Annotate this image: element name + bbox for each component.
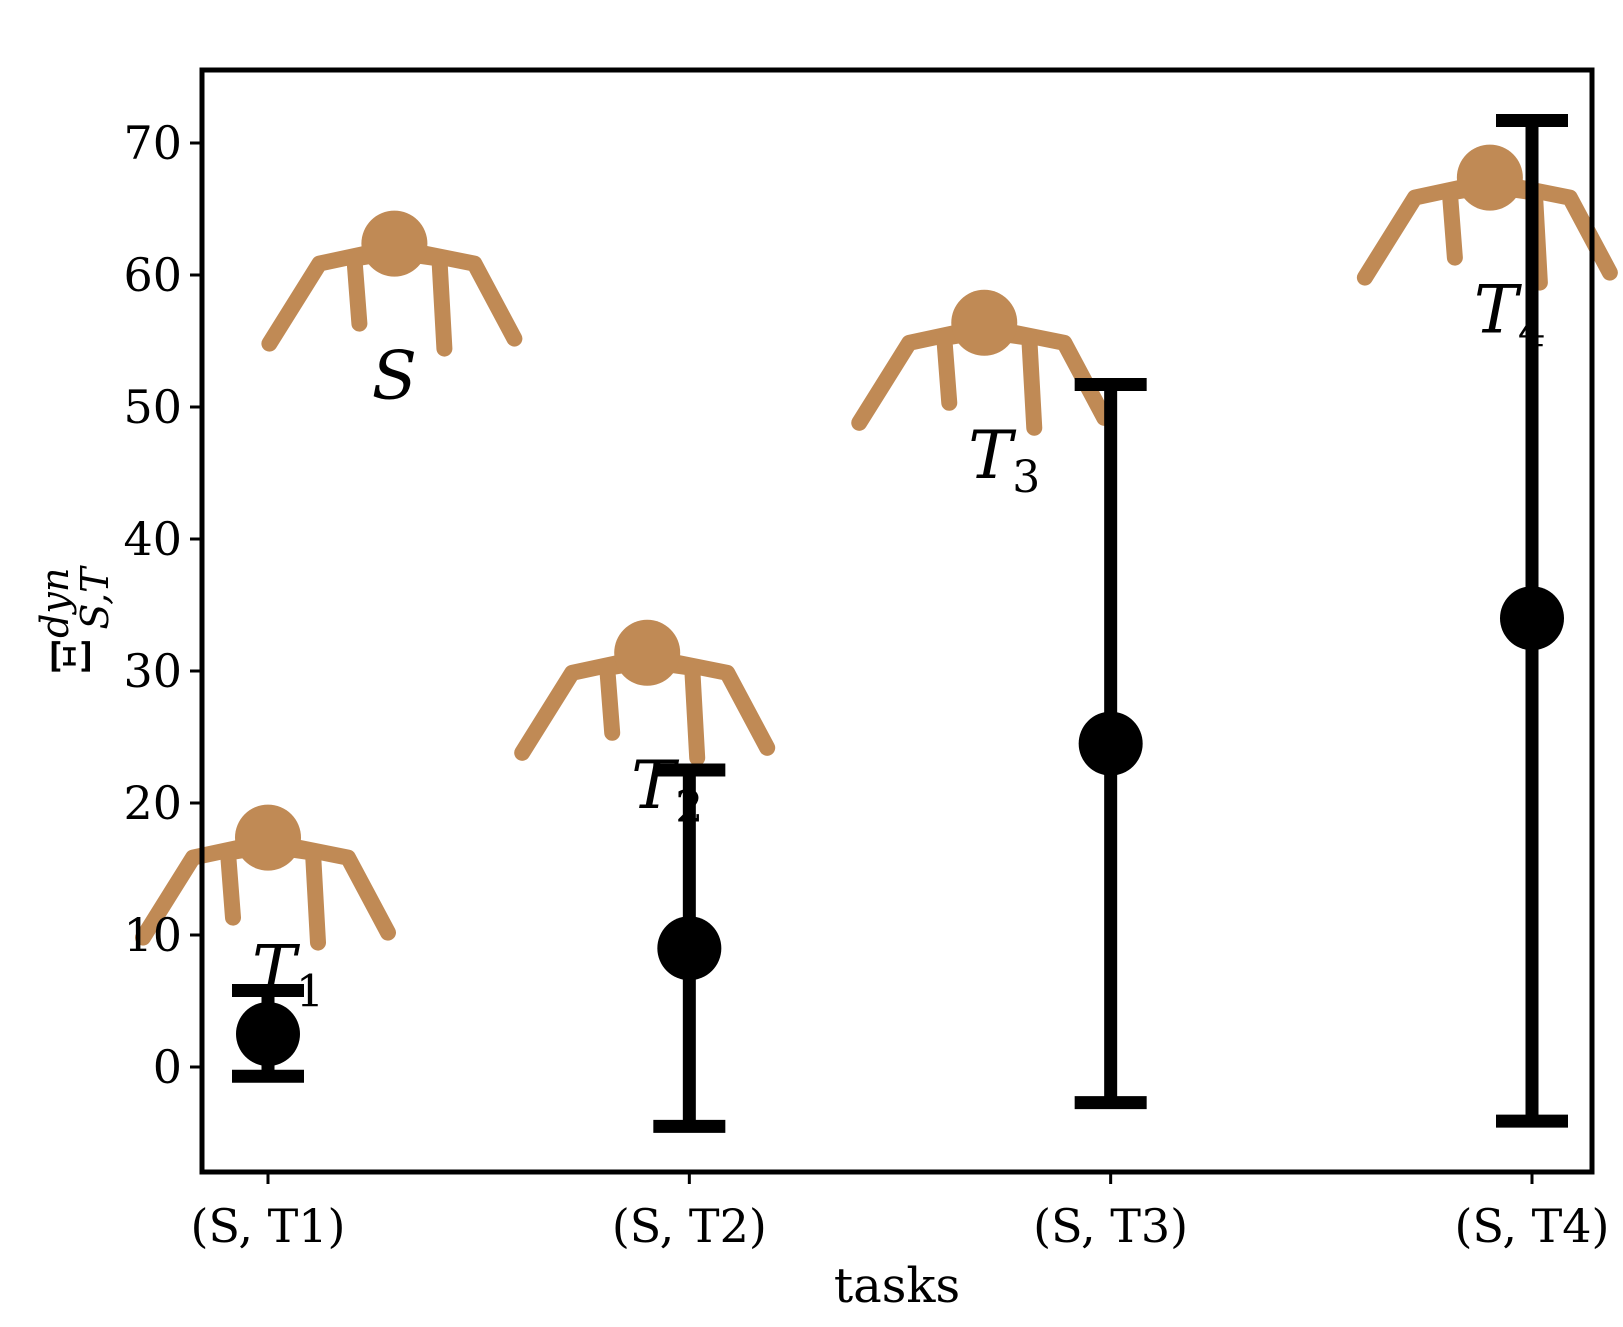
y-tick-label: 50: [123, 380, 182, 434]
mean-markers: [236, 586, 1564, 1066]
y-tick-label: 60: [123, 248, 182, 302]
robot-body: [614, 619, 681, 686]
y-tick-label: 70: [123, 116, 182, 170]
y-axis-ticks: 0 10 20 30 40 50 60 70: [123, 116, 202, 1094]
y-tick-label: 30: [123, 644, 182, 698]
mean-marker: [1078, 711, 1143, 776]
robot-illustration: T3: [851, 289, 1113, 503]
x-tick-label: (S, T4): [1455, 1199, 1610, 1253]
y-axis-label: ΞdynS,T: [33, 565, 117, 675]
robot-body: [951, 289, 1018, 356]
robot-illustrations: ST1T2T3T4: [135, 144, 1618, 1018]
x-tick-label: (S, T3): [1033, 1199, 1188, 1253]
x-tick-label: (S, T1): [191, 1199, 346, 1253]
robot-label: T3: [968, 417, 1040, 503]
x-tick-label: (S, T2): [612, 1199, 767, 1253]
robot-label: S: [372, 338, 417, 415]
mean-marker: [657, 916, 722, 981]
mean-marker: [236, 1002, 300, 1066]
svg-text:ΞdynS,T: ΞdynS,T: [33, 565, 117, 675]
x-axis-ticks: (S, T1) (S, T2) (S, T3) (S, T4): [191, 1172, 1610, 1253]
robot-illustration: T4: [1356, 144, 1618, 358]
y-tick-label: 20: [123, 776, 182, 830]
y-tick-label: 0: [153, 1040, 182, 1094]
y-tick-label: 40: [123, 512, 182, 566]
y-tick-label: 10: [123, 908, 182, 962]
mean-marker: [1500, 586, 1564, 651]
robot-illustration: S: [261, 210, 523, 415]
x-axis-label: tasks: [834, 1258, 960, 1314]
plot-frame: [199, 67, 1595, 1175]
robot-body: [361, 210, 428, 277]
robot-illustration: T2: [514, 619, 776, 833]
robot-body: [235, 804, 301, 871]
robot-body: [1456, 144, 1523, 211]
